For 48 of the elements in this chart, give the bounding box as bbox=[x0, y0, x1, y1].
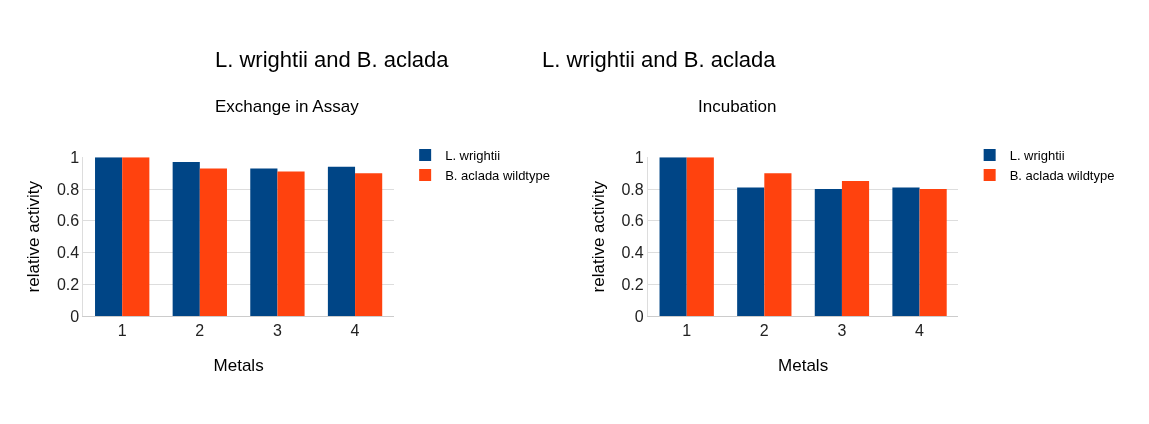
y-tick-label: 0.4 bbox=[56, 244, 80, 262]
bar bbox=[686, 157, 714, 316]
x-axis-title: Metals bbox=[778, 355, 829, 375]
y-tick-label: 0.2 bbox=[56, 275, 80, 293]
y-tick-label: 0.8 bbox=[621, 180, 644, 198]
bar bbox=[95, 157, 123, 316]
legend-label: B. aclada wildtype bbox=[1009, 167, 1115, 183]
x-tick-label: 4 bbox=[350, 322, 360, 340]
y-tick-label: 0 bbox=[634, 307, 644, 325]
y-tick-label: 0 bbox=[70, 307, 80, 325]
bar bbox=[919, 189, 947, 316]
chart-title: L. wrightii and B. aclada bbox=[542, 47, 777, 72]
bar bbox=[892, 187, 920, 316]
bar bbox=[277, 171, 305, 316]
bar bbox=[659, 157, 687, 316]
bar bbox=[737, 187, 765, 316]
y-axis-title: relative activity bbox=[588, 180, 608, 293]
y-axis-title: relative activity bbox=[24, 180, 44, 293]
x-tick-label: 3 bbox=[837, 322, 847, 340]
x-tick-label: 3 bbox=[272, 322, 282, 340]
y-tick-label: 1 bbox=[70, 148, 80, 166]
bar bbox=[327, 166, 356, 316]
chart-subtitle: Exchange in Assay bbox=[215, 97, 360, 116]
bar bbox=[250, 168, 278, 316]
bar bbox=[814, 189, 842, 316]
x-tick-label: 1 bbox=[117, 322, 127, 340]
legend-label: L. wrightii bbox=[445, 148, 501, 164]
x-tick-label: 4 bbox=[915, 322, 925, 340]
x-axis-title: Metals bbox=[213, 355, 264, 375]
bar bbox=[172, 162, 200, 316]
legend-label: L. wrightii bbox=[1009, 148, 1065, 164]
y-tick-label: 0.2 bbox=[621, 275, 644, 293]
legend-label: B. aclada wildtype bbox=[445, 167, 550, 183]
bar bbox=[841, 181, 870, 316]
chart-title: L. wrightii and B. aclada bbox=[215, 47, 450, 72]
y-tick-label: 0.4 bbox=[621, 244, 644, 262]
x-tick-label: 1 bbox=[682, 322, 692, 340]
bar bbox=[764, 173, 792, 316]
bar bbox=[122, 157, 150, 316]
y-tick-label: 0.6 bbox=[621, 212, 644, 230]
y-tick-label: 0.6 bbox=[56, 212, 80, 230]
y-tick-label: 0.8 bbox=[56, 180, 80, 198]
y-tick-label: 1 bbox=[634, 148, 644, 166]
x-tick-label: 2 bbox=[759, 322, 769, 340]
chart-subtitle: Incubation bbox=[698, 97, 777, 116]
x-tick-label: 2 bbox=[195, 322, 205, 340]
bar bbox=[199, 168, 227, 316]
bar bbox=[355, 173, 383, 316]
